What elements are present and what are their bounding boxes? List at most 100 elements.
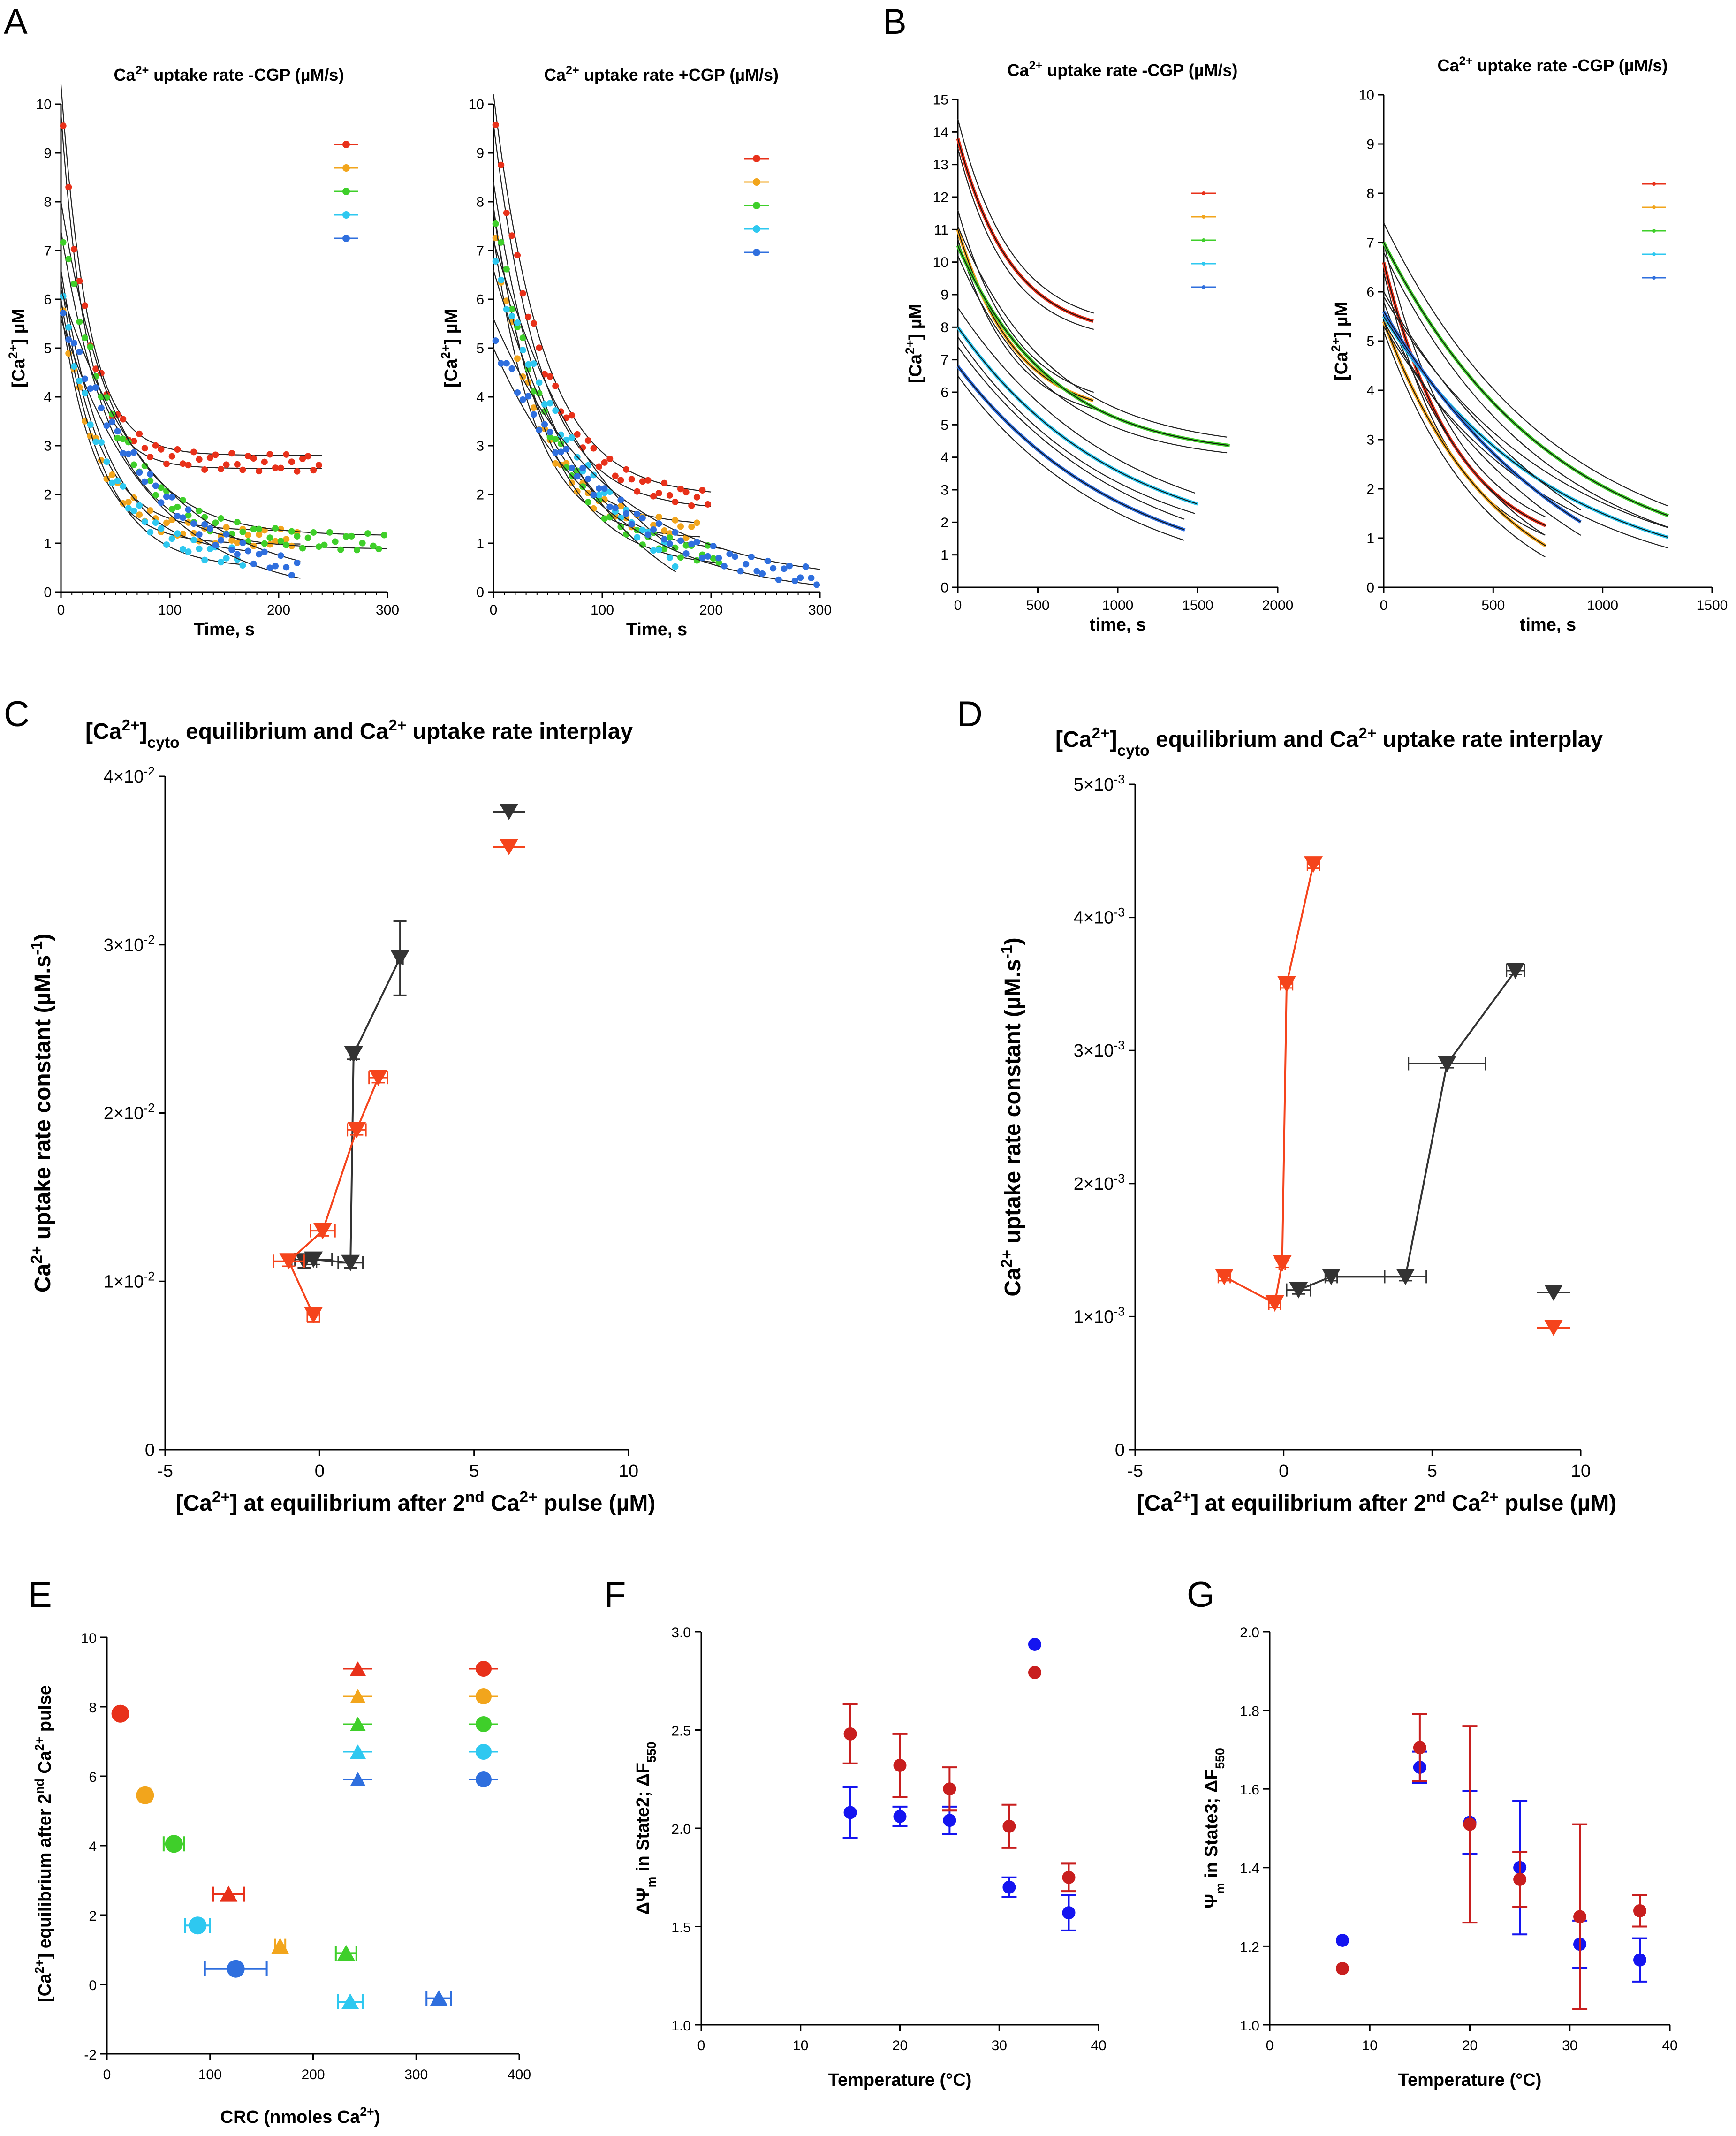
panel-A1-data-point — [136, 469, 143, 476]
panel-A1-data-point — [158, 525, 165, 532]
panel-A1-data-point — [212, 519, 219, 526]
panel-A1-fit-curve — [60, 114, 322, 469]
panel-A1-data-point — [70, 280, 77, 287]
panel-A1-y-tick-label: 2 — [44, 487, 52, 503]
panel-A2-fit-curve — [493, 240, 676, 550]
panel-E-data-point-circle — [136, 1786, 154, 1804]
panel-B1-fit-curve — [957, 148, 1094, 330]
panel-B1-y-tick-label: 1 — [940, 547, 948, 563]
panel-G-y-tick-label: 1.2 — [1240, 1939, 1259, 1955]
panel-A1-data-point — [98, 404, 105, 411]
panel-A2-data-point — [508, 365, 515, 372]
panel-B2-fit-curve — [1383, 252, 1669, 528]
panel-A1-data-point — [256, 525, 263, 532]
panel-A2-data-point — [677, 554, 684, 561]
panel-A2-data-point — [732, 553, 739, 560]
panel-B2-fit-curve — [1383, 331, 1546, 558]
panel-C-data-point — [304, 1251, 323, 1268]
panel-B2-x-tick-label: 1000 — [1587, 598, 1618, 613]
panel-A1-y-tick-label: 4 — [44, 390, 52, 405]
panel-A2-fit-curve — [493, 319, 820, 570]
panel-A2-data-point — [606, 456, 614, 463]
panel-A1-data-point — [168, 506, 175, 513]
panel-A2-data-point — [546, 428, 553, 435]
panel-A2-data-point — [644, 531, 652, 538]
panel-D-y-tick-label: 3×10-3 — [1074, 1038, 1125, 1061]
panel-A2-data-point — [492, 220, 499, 227]
panel-B2-fit-curve — [1383, 272, 1546, 536]
panel-A2-data-point — [677, 486, 684, 493]
panel-A2-data-point — [503, 266, 510, 273]
panel-A2-data-point — [655, 547, 662, 554]
panel-label-C: C — [4, 694, 30, 734]
panel-D-data-point — [1438, 1056, 1456, 1072]
panel-F-x-tick-label: 40 — [1091, 2038, 1106, 2053]
panel-A1-data-point — [174, 503, 181, 510]
panel-A1-data-point — [228, 537, 235, 544]
panel-A1-data-point — [147, 529, 154, 536]
panel-B2-x-tick-label: 1500 — [1697, 598, 1728, 613]
panel-B1-ylabel: [Ca2+] µM — [903, 304, 925, 383]
panel-A2-y-tick-label: 0 — [476, 585, 484, 601]
panel-A1-data-point — [179, 514, 186, 521]
panel-B1-y-tick-label: 6 — [940, 385, 948, 401]
panel-A2-data-point — [590, 471, 597, 479]
panel-B1-y-tick-label: 2 — [940, 515, 948, 531]
panel-A1-data-point — [158, 446, 165, 453]
panel-E-legend-marker — [350, 1744, 366, 1759]
panel-A2-fit-curve — [493, 94, 712, 493]
panel-F-legend-marker — [1028, 1666, 1041, 1679]
panel-E-x-tick-label: 200 — [301, 2067, 325, 2083]
panel-G-y-tick-label: 1.4 — [1240, 1861, 1259, 1877]
panel-A1-data-point — [185, 462, 192, 469]
panel-D-legend-marker — [1544, 1285, 1563, 1301]
panel-A2-data-point — [525, 313, 532, 320]
panel-A2-data-point — [628, 521, 635, 528]
panel-F-data-point — [893, 1758, 907, 1772]
panel-C-y-tick-label: 3×10-2 — [104, 933, 155, 955]
panel-A1-data-point — [147, 507, 154, 514]
panel-D-title: [Ca2+]cyto equilibrium and Ca2+ uptake r… — [1055, 725, 1603, 760]
panel-A2-data-point — [503, 360, 510, 367]
panel-A2-data-point — [753, 568, 760, 575]
panel-D-series-line-0 — [1298, 970, 1516, 1291]
panel-B1-x-tick-label: 1500 — [1182, 598, 1213, 613]
panel-C-data-point — [341, 1254, 360, 1271]
panel-A1-data-point — [228, 450, 235, 457]
panel-G-data-point — [1513, 1872, 1527, 1886]
panel-A1-data-point — [272, 538, 279, 545]
panel-F-data-point — [843, 1806, 857, 1819]
panel-A2-data-point — [743, 561, 750, 568]
panel-A1-x-tick-label: 300 — [376, 602, 399, 618]
panel-D-data-point — [1277, 976, 1296, 993]
panel-A2-data-point — [563, 446, 570, 453]
panel-C-data-point — [344, 1046, 363, 1063]
panel-B1-y-tick-label: 8 — [940, 320, 948, 335]
panel-A1-data-point — [218, 465, 225, 472]
panel-A2-data-point — [557, 431, 564, 438]
panel-E-data-point-triangle — [341, 1993, 359, 2009]
panel-A1-data-point — [179, 460, 186, 467]
panel-A2-data-point — [677, 537, 684, 544]
panel-A1-data-point — [196, 531, 203, 538]
panel-A2-data-point — [781, 565, 788, 572]
panel-E-legend-marker — [476, 1688, 492, 1704]
panel-A1-data-point — [147, 471, 154, 478]
panel-B1-y-tick-label: 9 — [940, 288, 948, 303]
panel-A1-ylabel: [Ca2+] µM — [6, 309, 29, 388]
panel-D-legend-marker — [1544, 1320, 1563, 1336]
panel-A1-data-point — [98, 439, 105, 446]
panel-A2-data-point — [628, 476, 635, 483]
panel-A2-data-point — [601, 459, 608, 466]
panel-B1-legend-marker — [1202, 215, 1205, 219]
panel-A2-y-tick-label: 8 — [476, 195, 484, 210]
panel-A1-data-point — [70, 340, 77, 347]
panel-A1-data-point — [250, 560, 257, 567]
panel-A1-data-point — [245, 453, 252, 460]
panel-A1-data-point — [256, 551, 263, 558]
panel-A2-data-point — [666, 492, 673, 499]
panel-A1-data-point — [223, 555, 230, 562]
panel-A1-data-point — [283, 541, 290, 548]
panel-A1-data-point — [250, 525, 257, 532]
panel-B1-y-tick-label: 5 — [940, 418, 948, 433]
